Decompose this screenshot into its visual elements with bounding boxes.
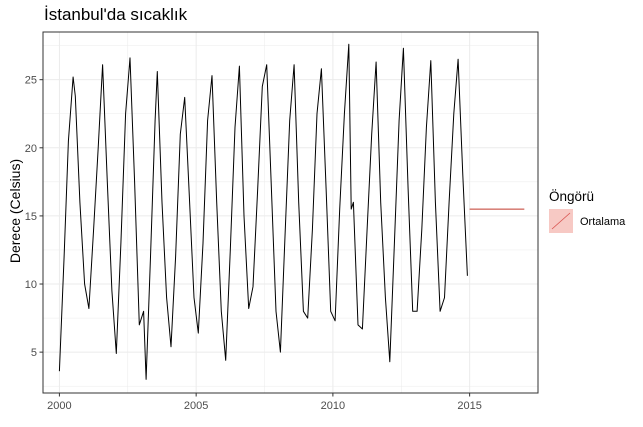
y-tick-label: 20 [25,143,37,155]
y-tick-label: 5 [31,347,37,359]
plot-border [42,31,539,394]
x-tick-label: 2005 [184,400,208,412]
y-axis-title: Derece (Celsius) [7,159,23,263]
x-axis: 2000 2005 2010 2015 [47,393,482,412]
legend-label-ortalama: Ortalama [580,216,626,228]
x-tick-label: 2010 [321,400,345,412]
y-tick-label: 10 [25,279,37,291]
y-tick-label: 15 [25,211,37,223]
series-line-temperature [58,43,468,380]
chart-title: İstanbul'da sıcaklık [44,5,188,24]
legend: Öngörü Ortalama [549,189,626,233]
y-tick-label: 25 [25,75,37,87]
legend-title: Öngörü [549,189,594,204]
major-gridlines [43,32,538,393]
x-tick-label: 2000 [47,400,71,412]
x-tick-label: 2015 [457,400,481,412]
series-layer [58,43,468,380]
y-axis: 5 10 15 20 25 [25,75,43,359]
legend-swatch-line [551,212,571,230]
